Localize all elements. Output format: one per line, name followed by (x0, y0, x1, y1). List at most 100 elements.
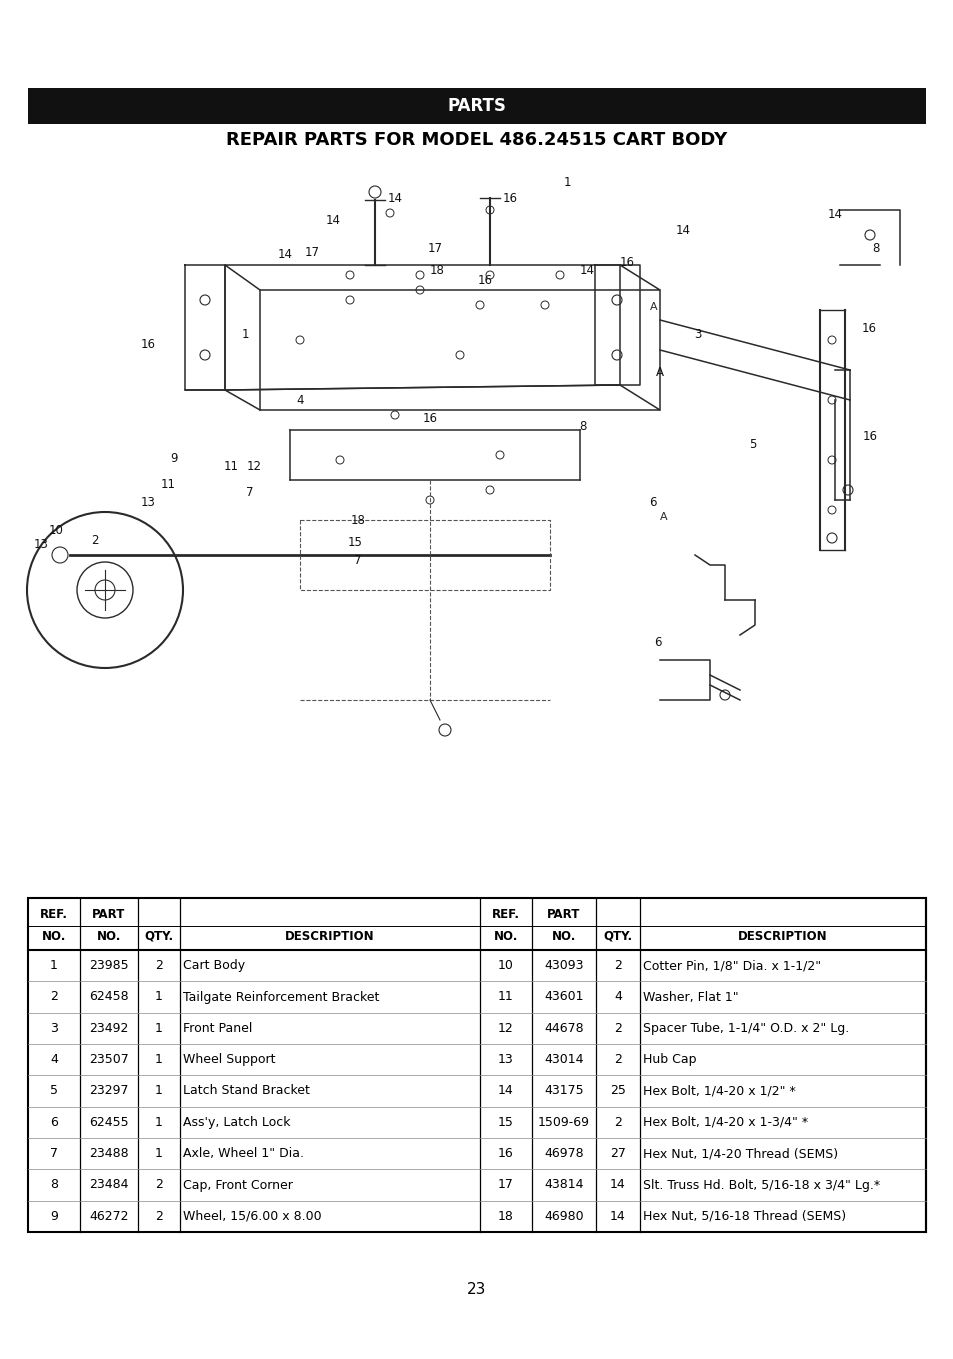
Text: Tailgate Reinforcement Bracket: Tailgate Reinforcement Bracket (183, 991, 379, 1003)
Text: 7: 7 (354, 553, 361, 567)
Text: 6: 6 (649, 496, 656, 510)
Text: 8: 8 (871, 242, 879, 255)
Text: REF.: REF. (40, 908, 68, 920)
Bar (28, 88, 925, 124)
Text: 16: 16 (140, 338, 155, 352)
Text: Hex Nut, 1/4-20 Thread (SEMS): Hex Nut, 1/4-20 Thread (SEMS) (642, 1147, 838, 1161)
Text: 9: 9 (170, 451, 177, 465)
Text: 12: 12 (246, 459, 261, 473)
Text: Slt. Truss Hd. Bolt, 5/16-18 x 3/4" Lg.*: Slt. Truss Hd. Bolt, 5/16-18 x 3/4" Lg.* (642, 1178, 880, 1192)
Text: 11: 11 (160, 477, 175, 491)
Text: 14: 14 (675, 223, 690, 236)
Text: 43014: 43014 (543, 1053, 583, 1067)
Text: 10: 10 (49, 523, 63, 537)
Text: 46978: 46978 (543, 1147, 583, 1161)
Text: DESCRIPTION: DESCRIPTION (285, 930, 375, 943)
Text: 1: 1 (155, 1084, 163, 1098)
Text: 1: 1 (155, 991, 163, 1003)
Text: A: A (656, 366, 663, 379)
Text: Latch Stand Bracket: Latch Stand Bracket (183, 1084, 310, 1098)
Text: 46980: 46980 (543, 1210, 583, 1223)
Text: 23297: 23297 (90, 1084, 129, 1098)
Text: 16: 16 (502, 192, 517, 204)
Text: 4: 4 (50, 1053, 58, 1067)
Text: Spacer Tube, 1-1/4" O.D. x 2" Lg.: Spacer Tube, 1-1/4" O.D. x 2" Lg. (642, 1022, 848, 1034)
Text: Cart Body: Cart Body (183, 959, 245, 972)
Text: 17: 17 (304, 246, 319, 258)
Text: Wheel, 15/6.00 x 8.00: Wheel, 15/6.00 x 8.00 (183, 1210, 321, 1223)
Text: 14: 14 (826, 208, 841, 222)
Text: 2: 2 (614, 959, 621, 972)
Text: 16: 16 (422, 412, 437, 424)
Text: 5: 5 (50, 1084, 58, 1098)
Text: Cotter Pin, 1/8" Dia. x 1-1/2": Cotter Pin, 1/8" Dia. x 1-1/2" (642, 959, 821, 972)
Text: 23985: 23985 (89, 959, 129, 972)
Text: 14: 14 (325, 213, 340, 227)
Text: 8: 8 (50, 1178, 58, 1192)
Text: 5: 5 (748, 439, 756, 451)
Text: 14: 14 (387, 192, 402, 204)
Text: 14: 14 (610, 1178, 625, 1192)
Text: Washer, Flat 1": Washer, Flat 1" (642, 991, 738, 1003)
Text: 1509-69: 1509-69 (537, 1116, 589, 1129)
Text: NO.: NO. (494, 930, 517, 943)
Text: 18: 18 (497, 1210, 514, 1223)
Text: 17: 17 (427, 242, 442, 254)
Text: 43814: 43814 (543, 1178, 583, 1192)
Text: 6: 6 (50, 1116, 58, 1129)
Text: QTY.: QTY. (603, 930, 632, 943)
Text: Hex Nut, 5/16-18 Thread (SEMS): Hex Nut, 5/16-18 Thread (SEMS) (642, 1210, 845, 1223)
Text: 11: 11 (223, 459, 238, 473)
Text: 17: 17 (497, 1178, 514, 1192)
Text: 16: 16 (861, 322, 876, 334)
Text: PART: PART (547, 908, 580, 920)
Text: 2: 2 (614, 1053, 621, 1067)
Text: 16: 16 (477, 273, 492, 287)
Text: 14: 14 (497, 1084, 514, 1098)
Text: PART: PART (92, 908, 126, 920)
Text: 14: 14 (610, 1210, 625, 1223)
Text: 23484: 23484 (90, 1178, 129, 1192)
Text: NO.: NO. (551, 930, 576, 943)
Text: NO.: NO. (96, 930, 121, 943)
Text: Hub Cap: Hub Cap (642, 1053, 696, 1067)
Text: Wheel Support: Wheel Support (183, 1053, 275, 1067)
Text: 62458: 62458 (89, 991, 129, 1003)
Text: 25: 25 (609, 1084, 625, 1098)
Text: 8: 8 (578, 420, 586, 434)
Text: 1: 1 (155, 1147, 163, 1161)
Text: 2: 2 (155, 959, 163, 972)
Text: 44678: 44678 (543, 1022, 583, 1034)
Text: NO.: NO. (42, 930, 66, 943)
Text: 43175: 43175 (543, 1084, 583, 1098)
Text: 46272: 46272 (90, 1210, 129, 1223)
Text: 15: 15 (347, 537, 362, 549)
Text: A: A (659, 512, 667, 522)
Bar (28, 898, 925, 1233)
Text: PARTS: PARTS (447, 96, 506, 116)
Text: DESCRIPTION: DESCRIPTION (738, 930, 827, 943)
Text: 27: 27 (609, 1147, 625, 1161)
Text: 4: 4 (614, 991, 621, 1003)
Text: 1: 1 (155, 1053, 163, 1067)
Text: 7: 7 (246, 487, 253, 500)
Text: 23492: 23492 (90, 1022, 129, 1034)
Text: Axle, Wheel 1" Dia.: Axle, Wheel 1" Dia. (183, 1147, 304, 1161)
Text: 2: 2 (614, 1116, 621, 1129)
Text: 16: 16 (618, 255, 634, 269)
Text: 2: 2 (614, 1022, 621, 1034)
Text: Cap, Front Corner: Cap, Front Corner (183, 1178, 293, 1192)
Text: 16: 16 (497, 1147, 514, 1161)
Text: 18: 18 (429, 264, 444, 276)
Text: 12: 12 (497, 1022, 514, 1034)
Text: 14: 14 (277, 249, 293, 261)
Text: 9: 9 (50, 1210, 58, 1223)
Text: 1: 1 (155, 1022, 163, 1034)
Text: 3: 3 (50, 1022, 58, 1034)
Text: 18: 18 (350, 514, 365, 526)
Text: 14: 14 (578, 264, 594, 276)
Text: 43093: 43093 (543, 959, 583, 972)
Text: 23488: 23488 (89, 1147, 129, 1161)
Text: 4: 4 (296, 394, 303, 406)
Text: REPAIR PARTS FOR MODEL 486.24515 CART BODY: REPAIR PARTS FOR MODEL 486.24515 CART BO… (226, 130, 727, 149)
